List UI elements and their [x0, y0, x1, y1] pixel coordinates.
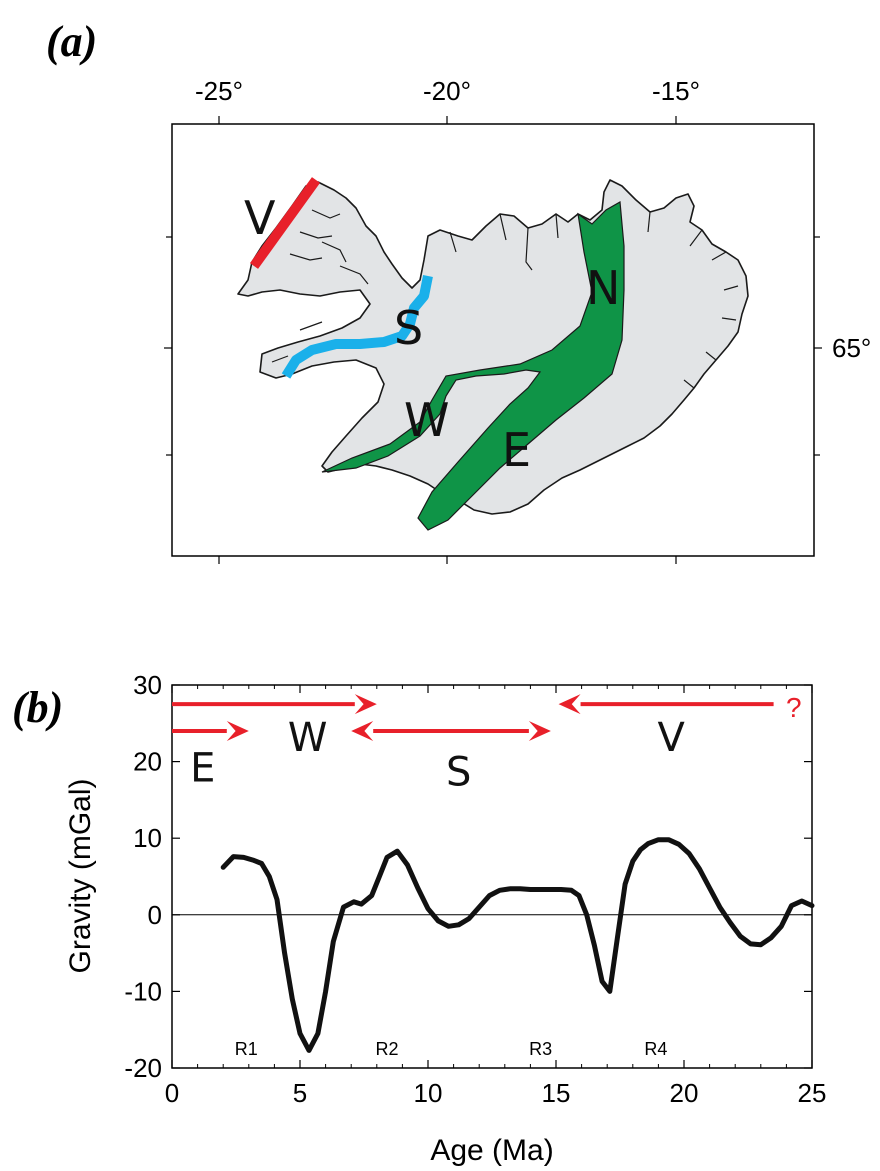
zone-arrow-v: V: [558, 694, 774, 761]
y-tick-label: 10: [133, 823, 162, 853]
y-tick-label: 20: [133, 747, 162, 777]
y-tick-label: -20: [124, 1053, 162, 1083]
axes-layer: 0 5 10 15 20 25 -20 -10 0 10 20 30: [124, 670, 826, 1108]
y-tick-label: 0: [148, 900, 162, 930]
zone-arrow-s: S: [351, 720, 551, 795]
arrow-head: [226, 720, 249, 741]
x-tick-label: 15: [542, 1078, 571, 1108]
annotation-layer: R1 R2 R3 R4: [235, 1039, 668, 1059]
reversal-annotation: R1: [235, 1039, 258, 1059]
arrow-head: [528, 720, 551, 741]
y-tick-label: -10: [124, 976, 162, 1006]
rift-zone-western-northern: [321, 201, 625, 531]
reversal-annotation: R2: [376, 1039, 399, 1059]
zone-s-trace: [281, 275, 433, 379]
zone-label-e: E: [502, 423, 531, 477]
gravity-series-line: [220, 837, 815, 1053]
x-tick-label: 10: [414, 1078, 443, 1108]
x-tick-label: 0: [165, 1078, 179, 1108]
zone-arrow-e: E: [172, 720, 249, 791]
x-tick-label: 5: [293, 1078, 307, 1108]
question-mark: ?: [786, 692, 802, 723]
arrow-head-start: [351, 720, 374, 741]
reversal-annotation: R4: [644, 1039, 667, 1059]
zone-arrow-label: V: [658, 715, 686, 761]
zone-label-w: W: [404, 393, 449, 447]
arrow-head: [558, 694, 581, 715]
series-layer: [220, 837, 815, 1053]
zone-arrow-label: E: [190, 745, 215, 791]
panel-a-label: (a): [46, 17, 97, 66]
lon-tick-label: -25°: [195, 76, 243, 106]
panel-a: (a) -25° -20° -15° 65°: [46, 17, 871, 564]
x-tick-label: 25: [798, 1078, 827, 1108]
plot-frame: [171, 684, 813, 1069]
zone-arrow-label: S: [446, 749, 471, 795]
x-axis-title: Age (Ma): [430, 1134, 553, 1167]
zone-arrow-label: W: [288, 715, 328, 761]
lon-tick-label: -15°: [652, 76, 700, 106]
arrow-head: [354, 694, 377, 715]
zone-label-v: V: [244, 191, 276, 245]
y-tick-label: 30: [133, 670, 162, 700]
y-axis-title: Gravity (mGal): [64, 779, 97, 974]
zone-label-n: N: [586, 261, 620, 315]
panel-b-label: (b): [12, 683, 63, 732]
zone-arrow-w: W: [172, 694, 377, 761]
map-frame-ticks: [164, 116, 822, 564]
zone-label-s: S: [394, 301, 423, 355]
zone-v-trace: [249, 177, 321, 269]
lat-tick-label: 65°: [832, 333, 871, 363]
lon-tick-label: -20°: [423, 76, 471, 106]
x-tick-label: 20: [670, 1078, 699, 1108]
coastline-fjords: [271, 209, 739, 389]
reversal-annotation: R3: [529, 1039, 552, 1059]
